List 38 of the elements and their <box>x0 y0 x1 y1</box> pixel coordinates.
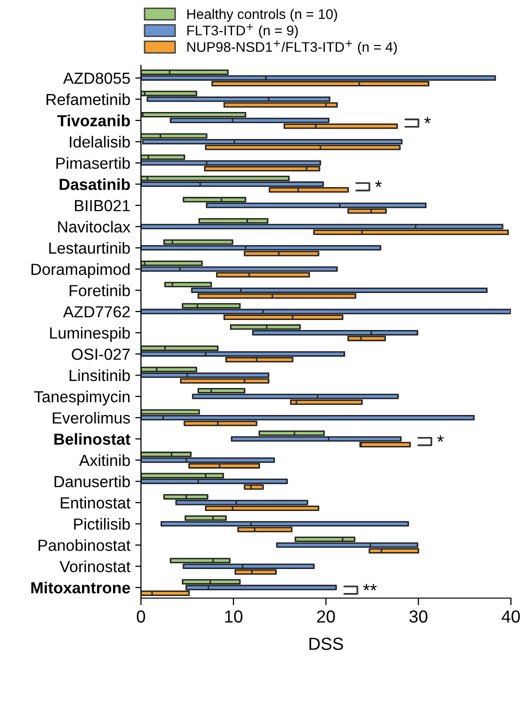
y-tick-label: AZD8055 <box>63 72 130 84</box>
y-tick-label: Axitinib <box>79 454 130 466</box>
y-tick-label: Tanespimycin <box>34 390 130 406</box>
y-tick-label: OSI-027 <box>72 348 130 360</box>
y-tick-label: Refametinib <box>46 93 130 106</box>
y-tick-label: AZD7762 <box>63 306 130 318</box>
y-tick-label: Idelalisib <box>70 136 130 148</box>
y-tick-label: Everolimus <box>52 412 130 424</box>
y-tick-label: Pimasertib <box>56 157 130 169</box>
x-tick-label: 40 <box>502 610 520 623</box>
x-tick-label: 10 <box>225 610 242 623</box>
y-tick-label: Tivozanib <box>57 114 130 126</box>
x-axis-title: DSS <box>310 638 343 650</box>
legend-label: Healthy controls (n = 10) <box>187 8 338 22</box>
legend-label: NUP98-NSD1$^{+}$/FLT3-ITD$^{+}$ (n = 4) <box>187 40 397 55</box>
y-tick-label: Mitoxantrone <box>31 582 130 594</box>
x-tick-label: 30 <box>409 610 428 623</box>
y-tick-label: Navitoclax <box>58 220 130 233</box>
y-tick-label: Lestaurtinib <box>49 242 130 254</box>
legend-label: FLT3-ITD$^{+}$ (n = 9) <box>187 24 298 38</box>
y-tick-label: BIIB021 <box>75 200 130 212</box>
annotation: ** <box>363 584 377 590</box>
y-tick-label: Panobinostat <box>38 539 130 551</box>
annotation: * <box>375 180 382 187</box>
annotation: * <box>437 435 444 442</box>
y-tick-label: Danusertib <box>54 476 130 488</box>
y-tick-label: Pictilisib <box>74 518 130 530</box>
y-tick-label: Belinostat <box>54 433 130 445</box>
y-tick-label: Luminespib <box>50 326 130 342</box>
y-tick-label: Vorinostat <box>60 560 130 572</box>
annotation: * <box>424 116 431 124</box>
y-tick-label: Foretinib <box>70 284 130 296</box>
y-tick-label: Entinostat <box>60 496 130 509</box>
y-tick-label: Linsitinib <box>70 369 130 382</box>
x-tick-label: 20 <box>317 610 335 623</box>
y-tick-label: Dasatinib <box>60 178 130 190</box>
y-tick-label: Doramapimod <box>32 263 130 278</box>
x-tick-label: 0 <box>136 610 146 623</box>
